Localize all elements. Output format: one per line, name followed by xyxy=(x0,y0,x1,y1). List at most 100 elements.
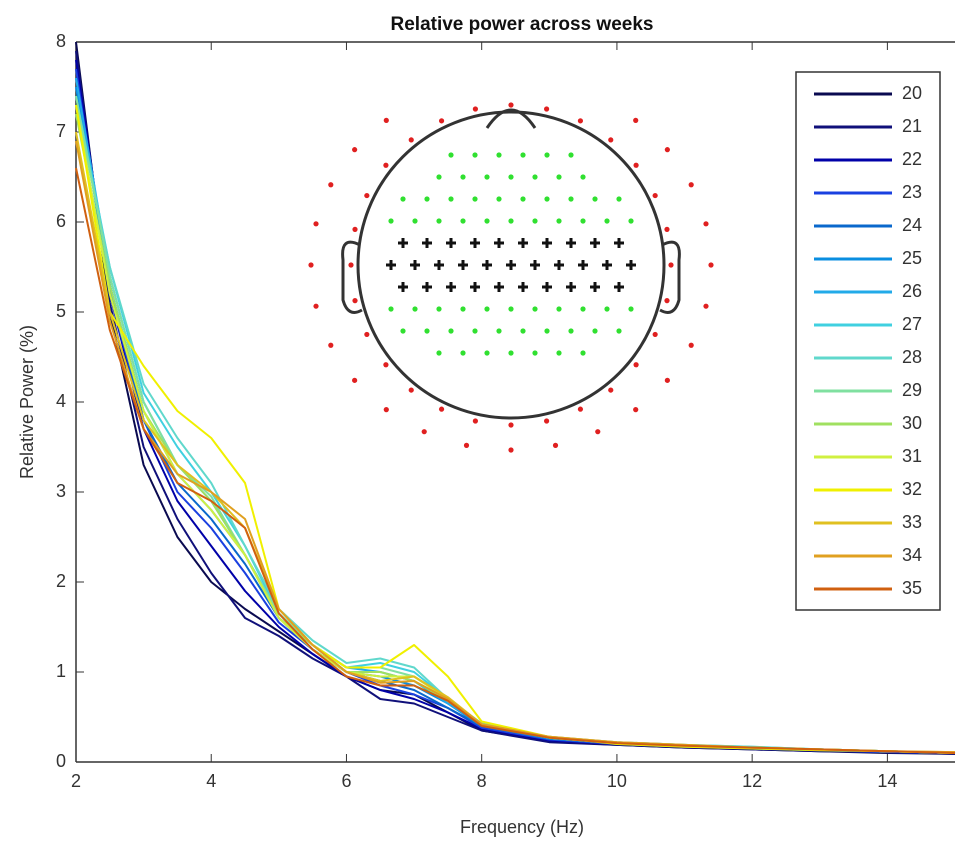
chart-title: Relative power across weeks xyxy=(391,14,654,35)
electrode-center xyxy=(470,282,480,292)
electrode-outer xyxy=(595,429,601,435)
y-axis-label: Relative Power (%) xyxy=(17,325,37,479)
electrode-outer xyxy=(352,377,358,383)
x-tick-label: 2 xyxy=(71,771,81,791)
electrode-map xyxy=(308,102,714,453)
electrode-outer xyxy=(463,442,470,448)
electrode-outer xyxy=(313,221,319,227)
electrode-center xyxy=(422,238,432,248)
electrode-inner xyxy=(592,328,598,334)
electrode-center xyxy=(566,238,576,248)
x-tick-label: 10 xyxy=(607,771,627,791)
electrode-center xyxy=(434,260,444,270)
electrode-center xyxy=(626,260,636,270)
electrode-inner xyxy=(544,328,550,334)
electrode-inner xyxy=(448,196,454,202)
electrode-outer xyxy=(408,387,414,393)
electrode-outer xyxy=(408,137,414,143)
electrode-center xyxy=(554,260,564,270)
x-axis-label: Frequency (Hz) xyxy=(460,817,584,837)
electrode-outer xyxy=(383,117,389,123)
electrode-center xyxy=(482,260,492,270)
electrode-center xyxy=(410,260,420,270)
electrode-outer xyxy=(633,362,639,368)
electrode-outer xyxy=(352,226,358,232)
electrode-inner xyxy=(604,306,610,312)
electrode-center xyxy=(398,238,408,248)
y-tick-label: 5 xyxy=(56,301,66,321)
electrode-center xyxy=(386,260,396,270)
electrode-inner xyxy=(460,350,466,356)
electrode-inner xyxy=(436,218,442,224)
electrode-outer xyxy=(552,442,559,448)
x-tick-label: 14 xyxy=(877,771,897,791)
electrode-center xyxy=(590,238,600,248)
electrode-center xyxy=(494,282,504,292)
x-tick-label: 6 xyxy=(341,771,351,791)
electrode-inner xyxy=(628,218,634,224)
electrode-center xyxy=(518,238,528,248)
legend-label: 23 xyxy=(902,182,922,202)
electrode-center xyxy=(614,282,624,292)
electrode-center xyxy=(614,238,624,248)
electrode-outer xyxy=(633,407,639,413)
electrode-inner xyxy=(484,218,490,224)
electrode-inner xyxy=(448,328,454,334)
electrode-outer xyxy=(708,262,714,268)
electrode-inner xyxy=(472,328,478,334)
electrode-inner xyxy=(544,196,550,202)
electrode-outer xyxy=(328,342,334,348)
legend-label: 25 xyxy=(902,248,922,268)
legend-label: 24 xyxy=(902,215,922,235)
electrode-outer xyxy=(688,182,694,188)
electrode-outer xyxy=(664,298,670,304)
electrode-outer xyxy=(348,262,354,268)
electrode-inner xyxy=(460,174,466,180)
legend-label: 22 xyxy=(902,149,922,169)
y-tick-label: 7 xyxy=(56,121,66,141)
head-outline xyxy=(356,110,666,420)
electrode-outer xyxy=(608,387,614,393)
electrode-inner xyxy=(448,152,454,158)
electrode-outer xyxy=(472,106,478,112)
electrode-outer xyxy=(438,118,445,124)
electrode-inner xyxy=(520,328,526,334)
y-tick-label: 3 xyxy=(56,481,66,501)
electrode-center xyxy=(470,238,480,248)
electrode-outer xyxy=(352,147,358,153)
legend-label: 20 xyxy=(902,83,922,103)
electrode-outer xyxy=(652,192,658,199)
electrode-outer xyxy=(472,418,478,424)
electrode-inner xyxy=(472,196,478,202)
electrode-outer xyxy=(438,406,445,412)
electrode-inner xyxy=(424,196,430,202)
legend-label: 26 xyxy=(902,281,922,301)
electrode-inner xyxy=(400,328,406,334)
electrode-inner xyxy=(580,218,586,224)
electrode-outer xyxy=(608,137,614,143)
electrode-center xyxy=(458,260,468,270)
electrode-inner xyxy=(532,350,538,356)
electrode-center xyxy=(566,282,576,292)
electrode-outer xyxy=(633,162,639,168)
electrode-inner xyxy=(496,328,502,334)
electrode-outer xyxy=(508,102,514,108)
electrode-outer xyxy=(703,221,709,227)
right-ear xyxy=(659,240,681,314)
electrode-center xyxy=(494,238,504,248)
electrode-outer xyxy=(328,182,334,188)
electrode-outer xyxy=(633,117,639,123)
electrode-center xyxy=(398,282,408,292)
electrode-inner xyxy=(568,196,574,202)
legend-label: 35 xyxy=(902,578,922,598)
electrode-inner xyxy=(508,306,514,312)
electrode-outer xyxy=(664,226,670,232)
electrode-inner xyxy=(484,306,490,312)
legend-label: 21 xyxy=(902,116,922,136)
electrode-outer xyxy=(364,331,370,338)
electrode-inner xyxy=(484,174,490,180)
electrode-center xyxy=(518,282,528,292)
electrode-center xyxy=(422,282,432,292)
electrode-inner xyxy=(472,152,478,158)
